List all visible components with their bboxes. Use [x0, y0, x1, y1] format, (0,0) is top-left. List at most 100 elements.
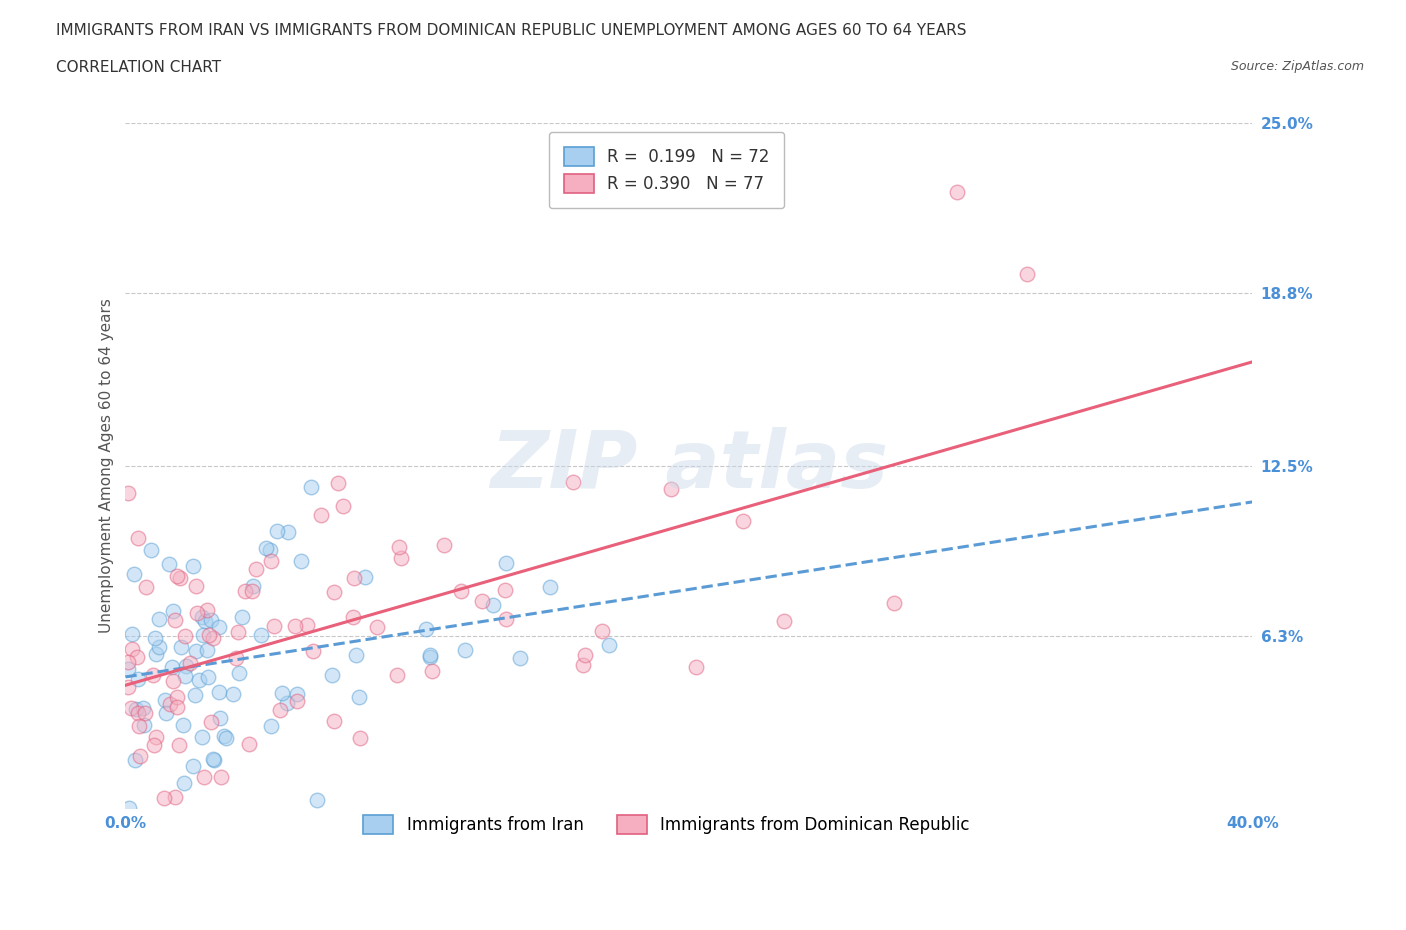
Point	[245, 562, 267, 577]
Point	[201, 631, 224, 645]
Point	[285, 686, 308, 701]
Point	[179, 656, 201, 671]
Point	[302, 644, 325, 658]
Point	[169, 570, 191, 585]
Text: IMMIGRANTS FROM IRAN VS IMMIGRANTS FROM DOMINICAN REPUBLIC UNEMPLOYMENT AMONG AG: IMMIGRANTS FROM IRAN VS IMMIGRANTS FROM …	[56, 23, 967, 38]
Point	[166, 569, 188, 584]
Point	[482, 597, 505, 612]
Point	[342, 571, 364, 586]
Point	[309, 507, 332, 522]
Point	[117, 680, 139, 695]
Point	[349, 731, 371, 746]
Point	[134, 706, 156, 721]
Point	[240, 583, 263, 598]
Point	[572, 658, 595, 672]
Point	[184, 687, 207, 702]
Point	[187, 672, 209, 687]
Point	[124, 753, 146, 768]
Point	[259, 543, 281, 558]
Point	[197, 628, 219, 643]
Point	[173, 628, 195, 643]
Point	[159, 697, 181, 711]
Point	[591, 623, 613, 638]
Point	[173, 668, 195, 683]
Point	[494, 582, 516, 597]
Point	[166, 690, 188, 705]
Point	[166, 700, 188, 715]
Point	[208, 619, 231, 634]
Point	[162, 673, 184, 688]
Point	[685, 660, 707, 675]
Point	[389, 551, 412, 565]
Point	[242, 578, 264, 593]
Point	[120, 700, 142, 715]
Point	[388, 539, 411, 554]
Point	[190, 609, 212, 624]
Point	[326, 475, 349, 490]
Point	[297, 618, 319, 632]
Point	[419, 649, 441, 664]
Point	[124, 702, 146, 717]
Point	[162, 659, 184, 674]
Point	[148, 640, 170, 655]
Point	[945, 184, 967, 199]
Point	[155, 705, 177, 720]
Point	[215, 731, 238, 746]
Point	[167, 737, 190, 752]
Point	[342, 610, 364, 625]
Point	[659, 481, 682, 496]
Point	[186, 605, 208, 620]
Point	[132, 700, 155, 715]
Point	[128, 749, 150, 764]
Point	[191, 730, 214, 745]
Point	[117, 655, 139, 670]
Point	[127, 531, 149, 546]
Point	[200, 714, 222, 729]
Point	[127, 705, 149, 720]
Point	[193, 628, 215, 643]
Point	[228, 665, 250, 680]
Point	[117, 661, 139, 676]
Point	[385, 668, 408, 683]
Point	[184, 578, 207, 593]
Point	[233, 583, 256, 598]
Point	[153, 790, 176, 805]
Point	[353, 570, 375, 585]
Point	[143, 737, 166, 752]
Point	[366, 619, 388, 634]
Point	[263, 618, 285, 633]
Point	[321, 668, 343, 683]
Point	[773, 614, 796, 629]
Point	[121, 642, 143, 657]
Point	[538, 579, 561, 594]
Point	[733, 513, 755, 528]
Point	[183, 759, 205, 774]
Point	[222, 686, 245, 701]
Point	[194, 614, 217, 629]
Point	[266, 523, 288, 538]
Point	[271, 686, 294, 701]
Point	[250, 627, 273, 642]
Point	[202, 751, 225, 766]
Text: CORRELATION CHART: CORRELATION CHART	[56, 60, 221, 75]
Point	[422, 663, 444, 678]
Point	[307, 792, 329, 807]
Point	[181, 559, 204, 574]
Point	[143, 631, 166, 645]
Point	[195, 643, 218, 658]
Point	[208, 711, 231, 726]
Point	[127, 672, 149, 687]
Point	[121, 627, 143, 642]
Point	[276, 696, 298, 711]
Text: ZIP atlas: ZIP atlas	[489, 427, 889, 505]
Point	[165, 613, 187, 628]
Point	[125, 649, 148, 664]
Point	[157, 556, 180, 571]
Point	[195, 603, 218, 618]
Point	[323, 585, 346, 600]
Point	[433, 538, 456, 552]
Point	[226, 625, 249, 640]
Point	[347, 689, 370, 704]
Text: Source: ZipAtlas.com: Source: ZipAtlas.com	[1230, 60, 1364, 73]
Y-axis label: Unemployment Among Ages 60 to 64 years: Unemployment Among Ages 60 to 64 years	[100, 299, 114, 633]
